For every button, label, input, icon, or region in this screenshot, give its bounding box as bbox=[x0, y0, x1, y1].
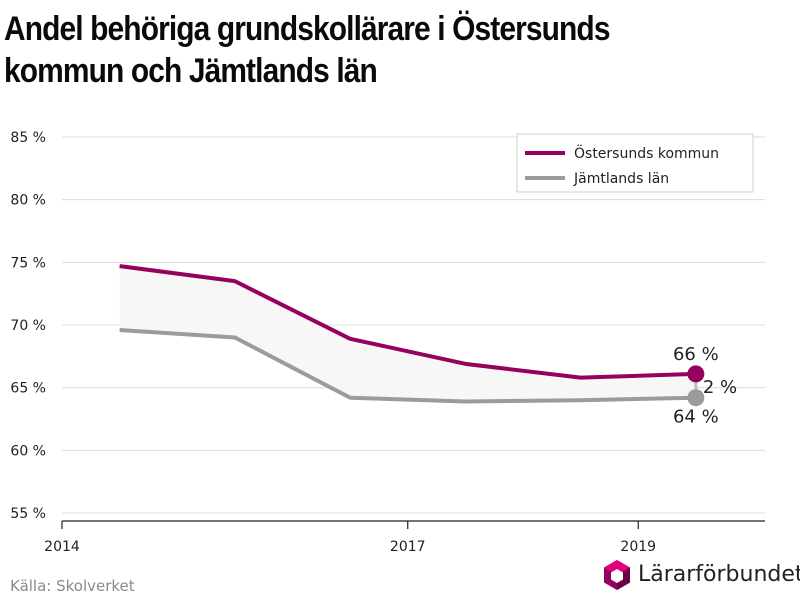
series-lines bbox=[119, 264, 696, 404]
legend-label: Jämtlands län bbox=[573, 171, 669, 187]
y-axis-ticks: 55 % 60 % 65 % 70 % 75 % 80 % 85 % bbox=[10, 130, 46, 522]
y-tick-label: 55 % bbox=[10, 506, 46, 522]
chart-title: Andel behöriga grundskollärare i Östersu… bbox=[4, 10, 610, 90]
y-tick-label: 75 % bbox=[10, 255, 46, 271]
logo-text: Lärarförbundet bbox=[638, 562, 800, 587]
y-tick-label: 80 % bbox=[10, 193, 46, 209]
gap-area bbox=[119, 266, 696, 402]
y-tick-label: 60 % bbox=[10, 443, 46, 459]
series-end-point-ostersund bbox=[687, 365, 705, 383]
legend-box bbox=[516, 133, 754, 193]
x-axis: 2014 2017 2019 bbox=[44, 520, 765, 555]
x-tick-label: 2014 bbox=[44, 539, 80, 555]
publisher-logo: Lärarförbundet bbox=[600, 558, 800, 594]
source-note: Källa: Skolverket bbox=[10, 577, 135, 595]
end-value-label-jamtland: 64 % bbox=[673, 407, 719, 428]
y-tick-label: 70 % bbox=[10, 318, 46, 334]
end-annotations: 66 % 64 % 2 % bbox=[673, 344, 737, 428]
series-line-ostersund bbox=[119, 264, 696, 380]
difference-label: 2 % bbox=[703, 377, 737, 398]
series-line-jamtland bbox=[119, 328, 696, 404]
y-tick-label: 65 % bbox=[10, 381, 46, 397]
series-end-point-jamtland bbox=[687, 389, 705, 407]
legend-label: Östersunds kommun bbox=[574, 144, 719, 162]
y-tick-label: 85 % bbox=[10, 130, 46, 146]
x-tick-label: 2019 bbox=[620, 539, 656, 555]
end-value-label-ostersund: 66 % bbox=[673, 344, 719, 365]
legend: Östersunds kommun Jämtlands län bbox=[516, 133, 754, 193]
x-tick-label: 2017 bbox=[390, 539, 426, 555]
lararforbundet-logo-icon bbox=[604, 560, 630, 590]
